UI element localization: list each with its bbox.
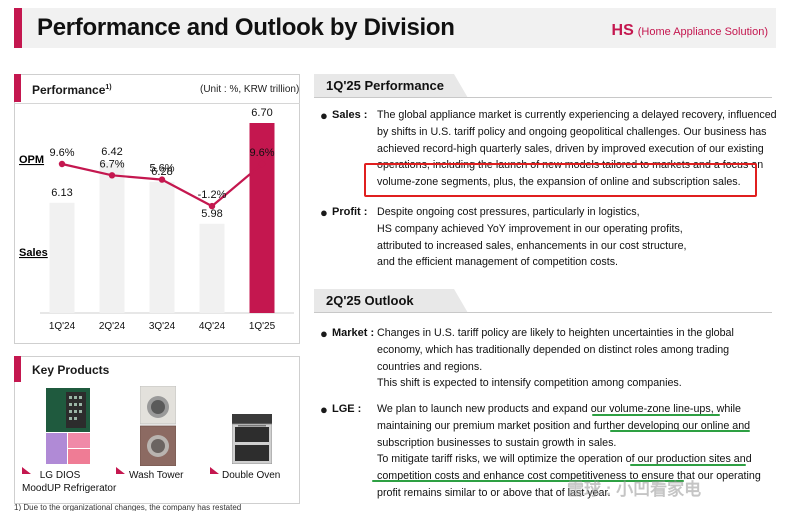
sales-axis-label: Sales — [19, 247, 48, 259]
opm-value-label: 9.6% — [249, 147, 274, 159]
wash-tower-label: Wash Tower — [129, 470, 184, 481]
opm-point — [158, 176, 166, 183]
profit-bullet: ● — [320, 205, 328, 220]
page-title: Performance and Outlook by Division — [37, 14, 455, 41]
lge-line: competition costs and enhance cost compe… — [377, 470, 761, 483]
green-underline — [630, 464, 746, 466]
market-line: Changes in U.S. tariff policy are likely… — [377, 327, 734, 339]
category-tick-label: 2Q'24 — [99, 321, 126, 332]
market-line: countries and regions. — [377, 360, 483, 373]
market-text: Changes in U.S. tariff policy are likely… — [377, 325, 734, 392]
key-products-accent — [14, 356, 21, 382]
sales-line: operations, including the launch of new … — [377, 159, 764, 172]
market-bullet: ● — [320, 326, 328, 341]
sales-line: achieved record-high quarterly sales, dr… — [377, 142, 764, 155]
header-bar — [14, 8, 776, 48]
performance-divider — [14, 103, 300, 104]
refrigerator-label-line1: LG DIOS — [39, 470, 81, 481]
q2-outlook-tab-label: 2Q'25 Outlook — [326, 293, 414, 308]
highlight-box — [364, 163, 757, 197]
category-tick-label: 3Q'24 — [149, 321, 176, 332]
q2-outlook-tab: 2Q'25 Outlook — [314, 289, 772, 313]
profit-line: attributed to increased sales, enhanceme… — [377, 239, 687, 252]
performance-accent — [14, 74, 21, 102]
green-underline — [610, 430, 750, 432]
profit-line: Despite ongoing cost pressures, particul… — [377, 206, 640, 218]
division-name: (Home Appliance Solution) — [637, 26, 768, 38]
lge-line: maintaining our premium market position … — [377, 419, 751, 432]
profit-text: Despite ongoing cost pressures, particul… — [377, 204, 687, 271]
sales-bar-1Q'25 — [249, 123, 275, 313]
opm-point — [108, 172, 116, 179]
profit-line: and the efficient management of competit… — [377, 256, 619, 269]
category-tick-label: 1Q'24 — [49, 321, 76, 332]
opm-value-label: -1.2% — [198, 189, 227, 201]
key-products-panel — [14, 356, 300, 504]
opm-value-label: 6.7% — [99, 158, 124, 170]
sales-value-label: 6.42 — [101, 146, 122, 158]
double-oven-image — [231, 412, 273, 469]
performance-unit: (Unit : %, KRW trillion) — [200, 84, 300, 95]
lge-line: subscription businesses to sustain growt… — [377, 436, 617, 449]
sales-bar-4Q'24 — [199, 223, 225, 313]
sales-value-label: 5.98 — [201, 208, 222, 220]
sales-line: by shifts in U.S. tariff policy and ongo… — [377, 125, 767, 138]
category-tick-label: 1Q'25 — [249, 321, 276, 332]
market-key: Market : — [332, 327, 375, 339]
refrigerator-label-marker — [22, 467, 31, 474]
sales-line: The global appliance market is currently… — [377, 109, 777, 121]
sales-line: volume-zone segments, plus, the expansio… — [377, 176, 741, 189]
double-oven-label: Double Oven — [222, 470, 281, 481]
lge-line: To mitigate tariff risks, we will optimi… — [377, 453, 752, 466]
sales-key: Sales : — [332, 109, 368, 121]
lge-key: LGE : — [332, 403, 362, 415]
profit-key: Profit : — [332, 206, 368, 218]
footnote: 1) Due to the organizational changes, th… — [14, 503, 242, 511]
lge-line: profit remains similar to or above that … — [377, 486, 611, 499]
lge-line: We plan to launch new products and expan… — [377, 403, 741, 415]
watermark: 雪球 : 小凹看家电 — [567, 480, 702, 499]
lge-text: We plan to launch new products and expan… — [377, 401, 761, 502]
performance-chart: OPM Sales 6.13 1Q'24 6.42 2Q'24 6.28 3Q'24 5.9… — [19, 107, 294, 332]
opm-axis-label: OPM — [19, 154, 44, 166]
header-accent — [14, 8, 22, 48]
green-underline — [372, 480, 684, 482]
refrigerator-label-line2: MoodUP Refrigerator — [22, 483, 117, 494]
category-tick-label: 4Q'24 — [199, 321, 226, 332]
opm-point — [258, 160, 266, 168]
division-tag: HS (Home Appliance Solution) — [612, 22, 768, 40]
performance-title-text: Performance — [32, 83, 106, 97]
refrigerator-image — [46, 388, 90, 469]
opm-value-label: 9.6% — [49, 147, 74, 159]
market-line: economy, which has traditionally depende… — [377, 343, 730, 356]
sales-bar-1Q'24 — [49, 202, 75, 313]
opm-value-label: 5.6% — [149, 163, 174, 175]
green-underline — [592, 414, 720, 416]
sales-bar-2Q'24 — [99, 162, 125, 313]
q1-performance-tab: 1Q'25 Performance — [314, 74, 772, 98]
sales-value-label: 6.28 — [151, 166, 172, 178]
opm-point — [58, 160, 66, 168]
wash-tower-label-marker — [116, 467, 125, 474]
wash-tower-image — [139, 385, 177, 471]
division-code: HS — [611, 22, 634, 39]
sales-bullet: ● — [320, 108, 328, 123]
sales-value-label: 6.70 — [251, 107, 272, 119]
double-oven-label-marker — [210, 467, 219, 474]
performance-title-note: 1) — [105, 84, 112, 91]
q1-performance-tab-label: 1Q'25 Performance — [326, 78, 444, 93]
sales-bar-3Q'24 — [149, 181, 175, 313]
performance-title: Performance1) — [32, 83, 112, 97]
market-line: This shift is expected to intensify comp… — [377, 377, 682, 390]
opm-point — [208, 202, 216, 210]
sales-text: The global appliance market is currently… — [377, 107, 777, 191]
key-products-title: Key Products — [32, 363, 110, 377]
lge-bullet: ● — [320, 402, 328, 417]
profit-line: HS company achieved YoY improvement in o… — [377, 222, 683, 235]
sales-value-label: 6.13 — [51, 187, 72, 199]
